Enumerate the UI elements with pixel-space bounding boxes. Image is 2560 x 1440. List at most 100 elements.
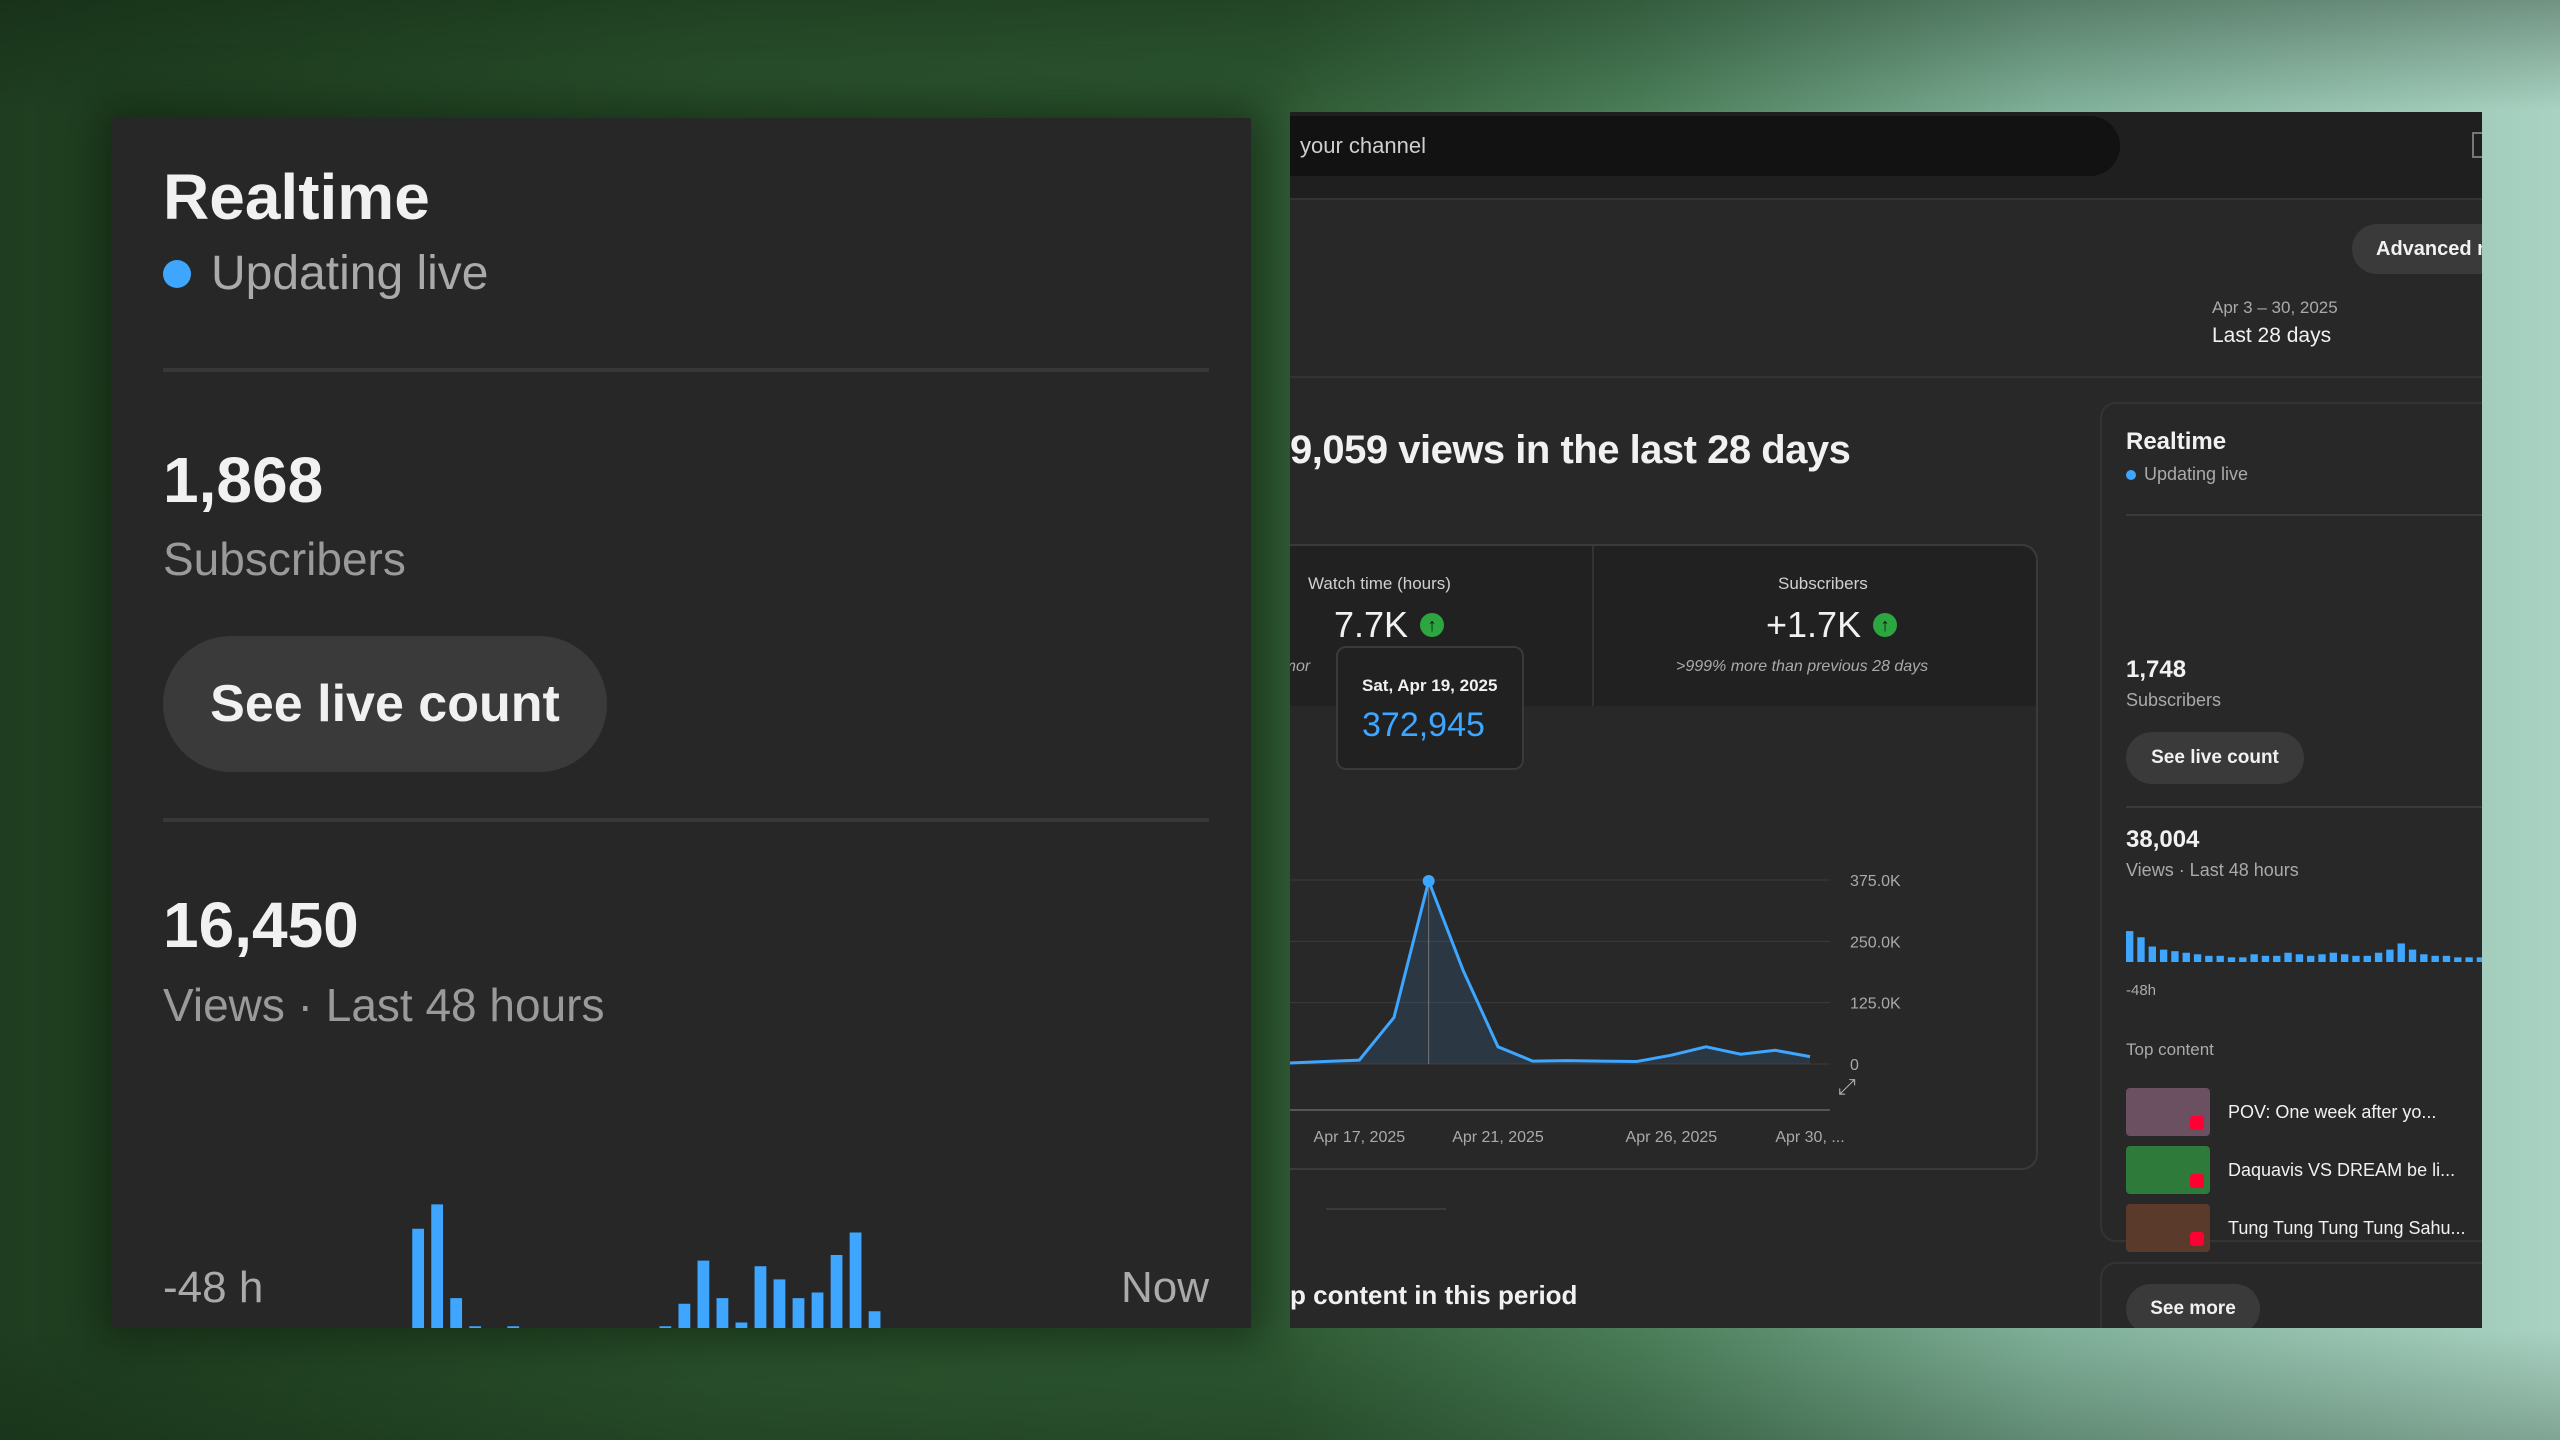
x-tick-label: Apr 21, 2025 xyxy=(1452,1129,1544,1146)
date-range[interactable]: Apr 3 – 30, 2025 xyxy=(2212,298,2338,317)
chart-bar xyxy=(2273,955,2281,962)
top-content-item[interactable]: Daquavis VS DREAM be li... xyxy=(2126,1146,2482,1194)
shorts-icon xyxy=(2190,1116,2204,1130)
tooltip-value: 372,945 xyxy=(1362,706,1485,744)
views-headline: 9,059 views in the last 28 days xyxy=(1290,428,1851,472)
search-input[interactable]: your channel xyxy=(1290,116,2120,176)
search-placeholder: your channel xyxy=(1300,133,1426,158)
axis-end-label: Now xyxy=(1120,1263,1209,1312)
see-more-button[interactable]: See more xyxy=(2126,1284,2260,1328)
axis-start-label: -48h xyxy=(2126,982,2157,999)
chart-bar xyxy=(2126,931,2134,962)
expand-icon[interactable]: ⤢ xyxy=(1838,1075,1856,1100)
chart-bar xyxy=(2239,957,2247,962)
background-shade-top xyxy=(0,0,2560,110)
next-card xyxy=(2100,1262,2482,1328)
chart-bar xyxy=(2148,946,2156,962)
chart-bar xyxy=(2363,955,2371,962)
subscriber-count: 1,868 xyxy=(163,444,324,516)
subscriber-label: Subscribers xyxy=(163,533,406,585)
chart-bar xyxy=(811,1292,824,1328)
chart-bar xyxy=(2352,955,2360,962)
realtime-card-zoomed: Realtime Updating live 1,868 Subscribers… xyxy=(111,118,1251,1328)
metric-subscribers-number: +1.7K xyxy=(1766,604,1862,645)
top-bar: your channel xyxy=(1290,112,2482,198)
chart-bar xyxy=(2420,954,2428,962)
chart-bar xyxy=(773,1279,786,1328)
hover-point[interactable] xyxy=(1422,875,1435,888)
metric-watchtime-label[interactable]: Watch time (hours) xyxy=(1308,574,1451,593)
metric-watchtime-value[interactable]: 7.7K ↑ xyxy=(1334,604,1445,646)
live-dot-icon xyxy=(2126,469,2136,480)
shorts-icon xyxy=(2190,1232,2204,1246)
views-bar-chart xyxy=(412,1204,881,1328)
views-bar-chart xyxy=(2126,931,2482,962)
chart-tooltip: Sat, Apr 19, 2025 372,945 xyxy=(1336,646,1524,770)
chart-bar xyxy=(2205,955,2213,962)
divider xyxy=(163,818,1209,822)
subscriber-count: 1,748 xyxy=(2126,656,2187,683)
live-status-label: Updating live xyxy=(2144,464,2249,484)
metric-subscribers-note: >999% more than previous 28 days xyxy=(1676,658,1929,675)
chart-bar xyxy=(2465,957,2473,962)
chart-bar xyxy=(2171,951,2179,962)
shorts-icon xyxy=(2190,1174,2204,1188)
chart-bar xyxy=(2159,949,2168,962)
chart-bar xyxy=(2374,952,2383,962)
live-status: Updating live xyxy=(2126,464,2248,485)
video-title: POV: One week after yo... xyxy=(2228,1101,2437,1122)
chart-bar xyxy=(2329,952,2338,962)
video-thumbnail xyxy=(2126,1088,2210,1136)
chart-bar xyxy=(659,1326,672,1328)
background-shade-bottom xyxy=(0,1330,2560,1440)
chart-bar xyxy=(735,1322,748,1328)
metric-subscribers-label[interactable]: Subscribers xyxy=(1778,574,1868,593)
chart-bar xyxy=(469,1326,482,1328)
advanced-mode-button[interactable]: Advanced m xyxy=(2352,224,2482,274)
chart-bar xyxy=(2454,957,2462,962)
chart-bar xyxy=(2193,954,2202,962)
views-label: Views · Last 48 hours xyxy=(2126,860,2299,880)
divider xyxy=(1290,198,2482,200)
top-content-item[interactable]: Tung Tung Tung Tung Sahu... xyxy=(2126,1204,2482,1252)
video-title: Daquavis VS DREAM be li... xyxy=(2228,1159,2456,1180)
chart-bar xyxy=(2442,955,2451,962)
views-line-chart[interactable]: 375.0K 250.0K 125.0K 0 Apr 17, 2025 Apr 21, 2… xyxy=(1290,852,2040,1152)
views-count: 16,450 xyxy=(163,889,359,961)
chart-bar xyxy=(678,1303,691,1328)
live-status-label: Updating live xyxy=(211,247,489,300)
chart-bar xyxy=(2340,954,2349,962)
metric-tabs: Watch time (hours) 7.7K ↑ % mor Subscrib… xyxy=(1290,546,2036,706)
chart-bar xyxy=(2386,949,2394,962)
divider xyxy=(2126,514,2482,516)
chart-bar xyxy=(450,1298,463,1328)
y-tick-label: 0 xyxy=(1850,1057,1859,1074)
studio-analytics-screenshot: your channel Advanced m Apr 3 – 30, 2025… xyxy=(1290,112,2482,1328)
series-line xyxy=(1290,876,1811,1065)
metric-subscribers-value[interactable]: +1.7K ↑ xyxy=(1766,604,1898,646)
overview-card: Watch time (hours) 7.7K ↑ % mor Subscrib… xyxy=(1290,544,2038,1170)
divider xyxy=(163,368,1209,372)
chart-bar xyxy=(792,1298,805,1328)
chart-bar xyxy=(2408,949,2417,962)
subscriber-label: Subscribers xyxy=(2126,690,2222,710)
panel-icon[interactable] xyxy=(2472,132,2482,158)
realtime-title: Realtime xyxy=(163,161,430,233)
chart-bar xyxy=(2250,954,2258,962)
chart-bar xyxy=(431,1204,444,1328)
trend-up-icon: ↑ xyxy=(1420,613,1445,637)
chart-bar xyxy=(754,1266,767,1328)
see-live-count-button[interactable]: See live count xyxy=(2126,732,2304,784)
tooltip-date: Sat, Apr 19, 2025 xyxy=(1362,676,1498,695)
metric-watchtime-number: 7.7K xyxy=(1334,604,1409,645)
chart-bar xyxy=(2216,955,2224,962)
chart-bar xyxy=(2261,955,2270,962)
chart-bar xyxy=(2476,957,2482,962)
chart-bar xyxy=(2182,952,2190,962)
date-range-label[interactable]: Last 28 days xyxy=(2212,324,2332,347)
chart-bar xyxy=(2307,955,2315,962)
top-content-item[interactable]: POV: One week after yo... xyxy=(2126,1088,2482,1136)
area-fill xyxy=(1290,881,1810,1064)
chart-bar xyxy=(2295,954,2304,962)
see-live-count-button[interactable]: See live count xyxy=(163,636,607,772)
